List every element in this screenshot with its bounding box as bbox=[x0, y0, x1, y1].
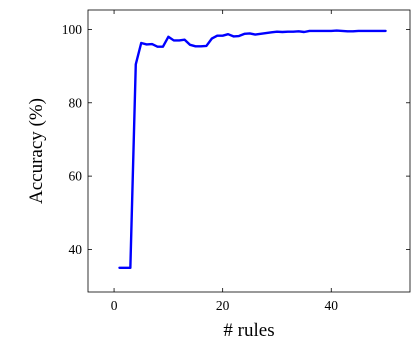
y-axis-label: Accuracy (%) bbox=[26, 98, 47, 204]
x-tick-label: 40 bbox=[325, 298, 339, 313]
x-axis-label: # rules bbox=[223, 320, 274, 341]
y-tick-label: 100 bbox=[62, 22, 83, 37]
labels-layer: # rules Accuracy (%) bbox=[26, 98, 275, 341]
accuracy-series-line bbox=[118, 29, 387, 269]
series-layer bbox=[118, 29, 387, 269]
x-tick-label: 20 bbox=[216, 298, 230, 313]
x-tick-label: 0 bbox=[111, 298, 118, 313]
y-tick-label: 60 bbox=[69, 169, 83, 184]
ticks-layer: 0 20 40 40 60 80 100 bbox=[62, 10, 410, 313]
y-tick-label: 40 bbox=[69, 242, 83, 257]
plot-frame bbox=[87, 9, 411, 293]
y-tick-label: 80 bbox=[69, 95, 83, 110]
